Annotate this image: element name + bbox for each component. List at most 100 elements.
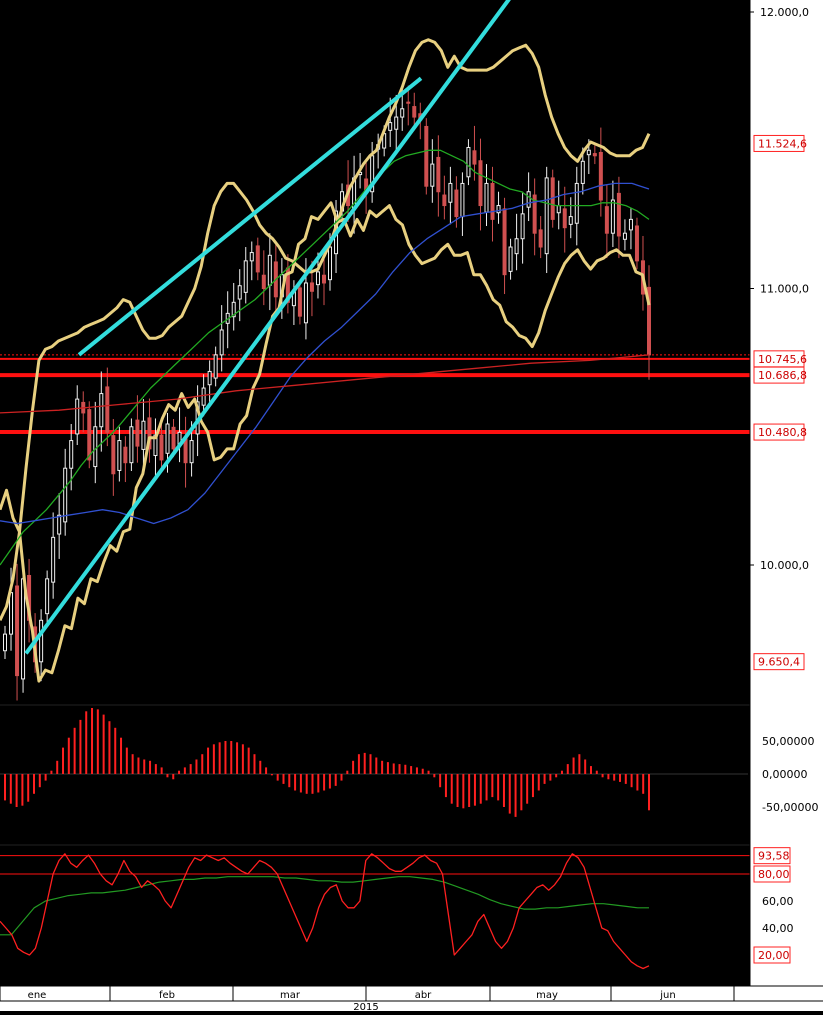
price-tick-label: 10.000,0: [760, 559, 809, 572]
candle-body: [213, 354, 218, 379]
candle-body: [303, 282, 308, 324]
stochastic-panel: [0, 844, 750, 970]
candle-body: [309, 282, 314, 292]
oscillator-panel: [0, 704, 750, 817]
candle-body: [448, 182, 453, 203]
candle-body: [538, 229, 543, 248]
price-tag-label: 10.480,8: [758, 426, 807, 439]
candle-body: [39, 619, 44, 663]
candle-body: [466, 146, 471, 178]
price-tag-box: [753, 134, 805, 152]
candle-body: [165, 423, 170, 454]
price-tag-box: [753, 366, 805, 384]
candle-body: [255, 245, 260, 273]
candle-body: [394, 116, 399, 130]
axis-background: [750, 0, 823, 986]
price-tag-box: [753, 653, 805, 671]
candle-body: [436, 156, 441, 193]
month-label: jun: [659, 990, 675, 1001]
candle-body: [87, 409, 92, 461]
candle-body: [610, 199, 615, 234]
bollinger-lower-band: [0, 201, 651, 683]
candle-body: [117, 440, 122, 471]
ma200-line: [0, 354, 650, 414]
candle-body: [201, 387, 206, 406]
price-tag-box: [753, 423, 805, 441]
candle-body: [129, 426, 134, 464]
candle-body: [219, 329, 224, 356]
oscillator-tick-label: 50,00000: [762, 735, 815, 748]
candle-body: [502, 208, 507, 276]
ma20-line: [0, 149, 650, 566]
price-tick-label: 12.000,0: [760, 6, 809, 19]
month-label: abr: [415, 990, 432, 1001]
price-panel: [0, 0, 750, 701]
candle-body: [388, 122, 393, 131]
stochastic-tick-label: 60,00: [762, 895, 794, 908]
candle-body: [562, 208, 567, 229]
candle-body: [51, 536, 56, 583]
time-axis-background: [0, 986, 823, 1011]
candle-body: [321, 274, 326, 284]
candle-body: [249, 252, 254, 262]
stochastic-level-label: 20,00: [758, 949, 790, 962]
candle-body: [159, 434, 164, 461]
candle-body: [526, 191, 531, 208]
candle-body: [63, 467, 68, 523]
candle-body: [580, 160, 585, 184]
stochastic-level-label: 93,58: [758, 850, 790, 863]
price-tag-label: 10.745,6: [758, 353, 807, 366]
lower-trendline: [24, 0, 511, 655]
candle-body: [297, 287, 302, 317]
candle-body: [496, 205, 501, 214]
price-tag-label: 11.524,6: [758, 137, 807, 150]
candle-body: [231, 301, 236, 318]
upper-trendline: [77, 76, 423, 357]
candle-body: [454, 189, 459, 218]
year-label: 2015: [353, 1002, 378, 1011]
candle-body: [99, 393, 104, 428]
month-label: mar: [280, 990, 301, 1001]
candle-body: [556, 205, 561, 214]
month-label: feb: [159, 990, 175, 1001]
candle-body: [490, 182, 495, 220]
bollinger-upper-band: [0, 38, 651, 621]
candle-body: [442, 194, 447, 207]
candle-body: [568, 216, 573, 225]
candle-body: [75, 398, 80, 435]
candle-body: [141, 420, 146, 450]
stochastic-k-line: [0, 853, 650, 970]
candle-body: [514, 238, 519, 255]
candle-body: [598, 151, 603, 201]
candle-body: [460, 182, 465, 218]
candle-body: [207, 370, 212, 386]
candle-body: [592, 153, 597, 157]
price-tag-label: 9.650,4: [758, 656, 800, 669]
candle-body: [430, 163, 435, 187]
candle-body: [57, 514, 62, 535]
candle-body: [478, 160, 483, 207]
ma50-line: [0, 182, 650, 525]
candle-body: [189, 440, 194, 464]
candle-body: [135, 419, 140, 447]
candle-body: [328, 246, 333, 281]
candle-body: [616, 192, 621, 237]
stochastic-level-label: 80,00: [758, 868, 790, 881]
candle-body: [544, 177, 549, 255]
candle-body: [3, 633, 7, 652]
price-tag-label: 10.686,8: [758, 369, 807, 382]
candle-body: [412, 106, 417, 118]
candle-body: [9, 592, 14, 635]
candle-body: [183, 438, 188, 464]
candle-body: [237, 285, 242, 300]
candle-body: [105, 386, 110, 433]
candle-body: [647, 286, 651, 356]
candle-body: [315, 271, 320, 286]
month-label: may: [536, 990, 558, 1001]
oscillator-tick-label: -50,00000: [762, 801, 818, 814]
right-price-axis: 12.000,0 11.000,0 10.000,0 11.524,6 10.745,6…: [749, 0, 823, 986]
candle-body: [406, 101, 411, 104]
